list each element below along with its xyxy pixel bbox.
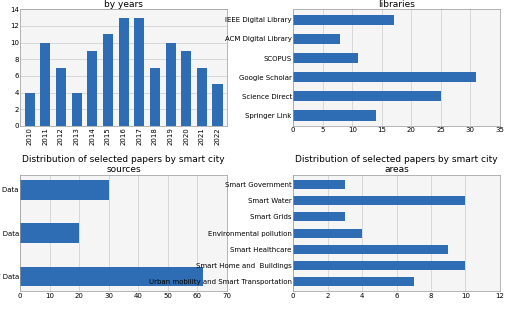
- Title: Distribution of selected papers by digital
libraries: Distribution of selected papers by digit…: [304, 0, 489, 8]
- Bar: [293, 180, 345, 189]
- Bar: [293, 34, 340, 44]
- Bar: [119, 18, 129, 126]
- Bar: [166, 42, 176, 126]
- Bar: [56, 68, 66, 126]
- Bar: [103, 34, 113, 126]
- Bar: [134, 18, 144, 126]
- Title: Distribution of selected papers by smart city
sources: Distribution of selected papers by smart…: [22, 155, 225, 174]
- Title: Distribution of selected papers by smart city
areas: Distribution of selected papers by smart…: [295, 155, 498, 174]
- Bar: [20, 267, 204, 286]
- Bar: [20, 180, 109, 200]
- Bar: [87, 51, 97, 126]
- Bar: [293, 261, 466, 270]
- Bar: [293, 72, 476, 82]
- Bar: [293, 212, 345, 221]
- Bar: [20, 224, 79, 243]
- Bar: [293, 196, 466, 205]
- Bar: [213, 84, 223, 126]
- Bar: [293, 277, 414, 286]
- Bar: [293, 245, 448, 254]
- Bar: [293, 91, 441, 101]
- Bar: [72, 93, 82, 126]
- Bar: [40, 42, 50, 126]
- Bar: [150, 68, 160, 126]
- Bar: [25, 93, 35, 126]
- Bar: [293, 15, 393, 25]
- Bar: [181, 51, 191, 126]
- Bar: [293, 53, 358, 63]
- Title: Distribution of selected papers
by years: Distribution of selected papers by years: [54, 0, 193, 8]
- Bar: [197, 68, 207, 126]
- Bar: [293, 229, 362, 237]
- Bar: [293, 110, 376, 121]
